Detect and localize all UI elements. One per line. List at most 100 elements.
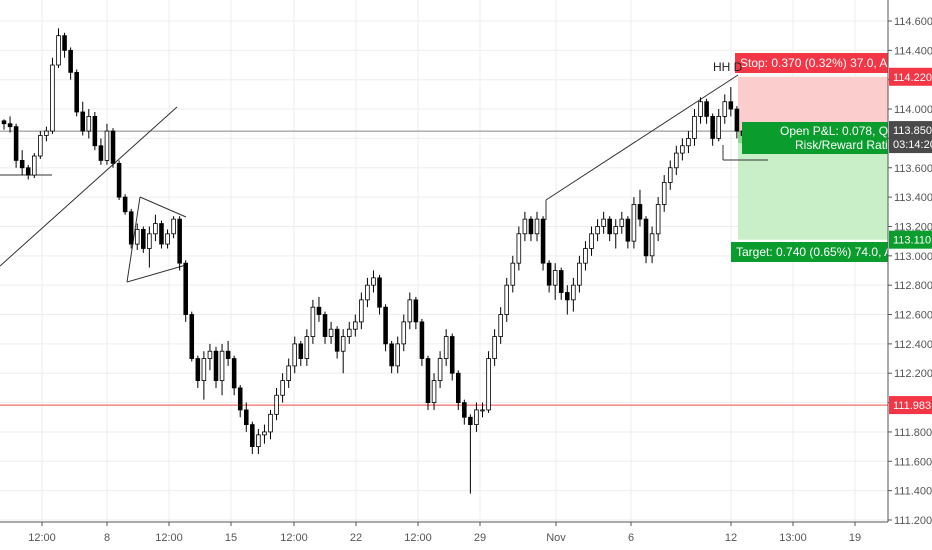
candle <box>577 255 582 293</box>
y-tick-label: 111.400 <box>894 486 932 498</box>
candle <box>201 351 207 400</box>
candle <box>340 329 346 374</box>
y-tick-label: 114.000 <box>894 104 932 116</box>
candle-body <box>565 292 570 301</box>
candle-body <box>558 270 564 293</box>
candle <box>637 189 643 227</box>
trend-line <box>0 106 178 267</box>
candle-body <box>207 350 213 359</box>
time-axis[interactable]: 12:00 8 12:00 15 12:00 22 12:00 29 Nov 6 12 13:00 19 <box>0 521 888 544</box>
x-tick-label: 12:00 <box>28 532 56 544</box>
candle <box>667 160 673 190</box>
candle <box>504 277 510 322</box>
candle-body <box>522 218 528 235</box>
candle-body <box>225 350 231 359</box>
candle <box>734 106 740 139</box>
candle <box>558 267 564 300</box>
candle <box>680 138 685 161</box>
price-tag: 114.220 <box>889 67 932 86</box>
candle-body <box>1 120 7 125</box>
candle-body <box>583 248 588 264</box>
candle-body <box>437 358 443 381</box>
candle-body <box>637 204 643 220</box>
candle-body <box>122 196 128 213</box>
candle <box>122 194 128 215</box>
candle <box>583 241 588 271</box>
candle-body <box>486 358 491 411</box>
candle <box>516 226 522 271</box>
candle <box>1 119 7 130</box>
candle <box>625 216 631 249</box>
trend-line <box>126 196 141 283</box>
candle-body <box>13 126 19 161</box>
candle <box>268 409 273 440</box>
candle <box>50 57 55 135</box>
candle <box>704 98 709 124</box>
candle <box>528 216 534 242</box>
candle-body <box>480 409 485 412</box>
price-tag-text: 113.850 <box>893 125 932 137</box>
candle-body <box>171 218 176 235</box>
position-zones <box>738 76 888 240</box>
candle <box>346 321 352 344</box>
candle <box>207 343 213 371</box>
candle <box>250 421 255 454</box>
price-tag-text: 111.983 <box>893 400 931 412</box>
candle <box>522 211 528 242</box>
candle-body <box>19 160 25 169</box>
candle-body <box>631 204 637 242</box>
pnl-label: Open P&L: 0.078, Qty: <box>780 124 901 138</box>
x-tick-label: 29 <box>474 532 486 544</box>
x-tick-label: 12:00 <box>404 532 432 544</box>
candle-body <box>262 431 267 436</box>
candle-body <box>389 343 394 367</box>
trend-line <box>126 264 187 283</box>
candle <box>395 336 400 374</box>
y-tick-label: 114.400 <box>894 45 932 57</box>
price-tag-bg <box>889 67 932 86</box>
candle-body <box>104 130 110 161</box>
candle <box>225 340 231 366</box>
candle-body <box>619 218 625 227</box>
candle-body <box>322 314 328 337</box>
candle-body <box>25 167 31 176</box>
candle <box>510 255 516 293</box>
candle <box>171 216 176 239</box>
candle <box>462 399 467 425</box>
candle <box>292 336 298 374</box>
candle-body <box>595 226 600 235</box>
candle-body <box>298 343 304 359</box>
candle-body <box>655 204 661 235</box>
candle <box>44 126 49 142</box>
price-tag-bg <box>889 396 932 415</box>
candle <box>486 351 491 413</box>
candle-body <box>359 299 364 323</box>
candle <box>498 307 503 344</box>
candle-body <box>504 284 510 315</box>
horizontal-lines <box>0 130 888 406</box>
candle <box>552 263 558 300</box>
y-tick-label: 113.000 <box>894 251 932 263</box>
candle <box>310 299 316 344</box>
price-tag-text: 03:14:20 <box>893 139 932 151</box>
candle <box>159 220 164 249</box>
candle <box>631 197 637 249</box>
candle <box>32 153 37 179</box>
candle <box>56 28 61 68</box>
hh-annotation: HH D <box>713 60 743 74</box>
trend-line <box>545 74 739 201</box>
candle <box>74 69 79 117</box>
grid <box>0 0 888 522</box>
candle-body <box>147 233 152 249</box>
candle-body <box>546 262 552 286</box>
target-label: Target: 0.740 (0.65%) 74.0, Am <box>736 245 902 259</box>
candle <box>68 47 73 80</box>
candle <box>425 355 431 410</box>
candle <box>110 128 116 168</box>
candle-body <box>661 182 667 205</box>
price-tag: 113.850 <box>889 121 932 140</box>
candle-body <box>401 321 407 345</box>
candle <box>401 314 407 352</box>
candle <box>601 211 606 234</box>
